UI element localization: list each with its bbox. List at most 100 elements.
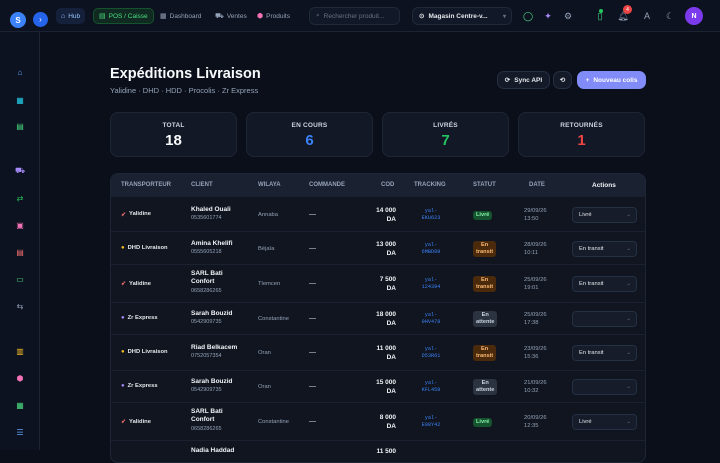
avatar[interactable]: N: [685, 7, 703, 25]
chevron-down-icon: ⌄: [626, 245, 631, 252]
nav-pos[interactable]: ▤ POS / Caisse: [93, 8, 154, 24]
status-select[interactable]: En transit ⌄: [572, 345, 637, 361]
date-time: 15:36: [524, 354, 539, 360]
client-name: Nadia Haddad: [191, 447, 235, 454]
wilaya: Tlemcen: [258, 281, 281, 287]
new-parcel-button[interactable]: + Nouveau colis: [577, 71, 646, 89]
nav-pos-label: POS / Caisse: [108, 12, 148, 20]
home-icon[interactable]: ⌂: [17, 67, 23, 77]
document-icon[interactable]: ▤: [16, 247, 24, 257]
status-select[interactable]: Livré ⌄: [572, 414, 637, 430]
book-icon[interactable]: ▥: [16, 346, 24, 356]
client-name: Amina Khelifi: [191, 239, 233, 247]
moon-icon[interactable]: ☾: [665, 10, 675, 21]
tracking-link[interactable]: yal- 0HV478: [416, 312, 446, 326]
register-icon[interactable]: ▤: [16, 121, 24, 131]
tracking-link[interactable]: yal- E98Y42: [416, 415, 446, 429]
cod-value: 7 500: [379, 276, 396, 283]
nav-produits[interactable]: ⬢ Produits: [252, 8, 295, 24]
status-select[interactable]: ⌄: [572, 311, 637, 327]
app-logo[interactable]: S: [10, 12, 26, 28]
refresh-button[interactable]: ⟲: [553, 71, 572, 89]
dashboard-icon[interactable]: ▦: [16, 95, 24, 105]
store-selector[interactable]: ⊙ Magasin Centre-v... ▾: [412, 7, 512, 25]
tracking-prefix: yal-: [424, 346, 438, 352]
client-phone: 0542909735: [191, 387, 222, 393]
date: 25/09/26 19:01: [524, 276, 547, 292]
table-row[interactable]: ● Zr Express Sarah Bouzid 0542909735 Oran — 15…: [111, 370, 645, 402]
nav-hub[interactable]: ⌂ Hub: [56, 8, 86, 24]
tracking-link[interactable]: yal- 124394: [416, 277, 446, 291]
translate-icon[interactable]: A: [643, 11, 650, 21]
status-select[interactable]: En transit ⌄: [572, 240, 637, 257]
box-icon[interactable]: ⬢: [16, 373, 24, 383]
tracking-link[interactable]: yal- KFL458: [416, 380, 446, 394]
client-name: Sarah Bouzid: [191, 310, 233, 317]
sync-api-button[interactable]: ⟳ Sync API: [497, 71, 550, 89]
exchange-icon[interactable]: ⇄: [16, 193, 24, 203]
table-row[interactable]: ● Zr Express Sarah Bouzid 0542909735 Constan…: [111, 302, 645, 334]
sparkle-icon[interactable]: ✦: [544, 10, 552, 21]
circle-icon: ●: [121, 315, 125, 321]
status-line1: En: [480, 277, 489, 283]
plus-icon: +: [585, 76, 590, 84]
tracking-code: 0HV478: [421, 319, 441, 325]
page-title: Expéditions Livraison: [110, 66, 261, 82]
cod-amount: 11 000 DA: [366, 344, 396, 362]
stat-label: TOTAL: [162, 122, 185, 129]
header-commande[interactable]: COMMANDE: [309, 182, 345, 188]
nav-dashboard[interactable]: ▦ Dashboard: [155, 8, 206, 24]
search-input[interactable]: ⌕ Rechercher produit...: [309, 7, 400, 25]
status-select-value: En transit: [579, 350, 604, 356]
nav-ventes[interactable]: ⛟ Ventes: [210, 8, 252, 24]
stat-label: EN COURS: [291, 122, 328, 129]
chat-icon[interactable]: ◯: [522, 10, 534, 21]
new-label: Nouveau colis: [593, 76, 638, 84]
table-row[interactable]: ➶ Yalidine SARL Bati Confort 0658286265 Tlemc…: [111, 264, 645, 302]
client-name-line1: SARL Bati: [191, 270, 223, 277]
status-select[interactable]: Livré ⌄: [572, 206, 637, 223]
tracking-link[interactable]: yal- EKU623: [416, 208, 446, 222]
tracking-link[interactable]: yal- 6MBD89: [416, 242, 446, 256]
expand-sidebar-button[interactable]: ›: [33, 12, 48, 27]
gear-icon[interactable]: ⚙: [563, 10, 573, 21]
tracking-link[interactable]: yal- D53R61: [416, 346, 446, 360]
date: 20/09/26 12:35: [524, 414, 547, 430]
table-row[interactable]: Nadia Haddad 11 500: [111, 440, 645, 462]
register-icon: ▤: [99, 13, 106, 20]
stat-value: 6: [305, 132, 314, 149]
clipboard-icon[interactable]: ▦: [16, 400, 24, 410]
status-select[interactable]: ⌄: [572, 379, 637, 395]
status-select-value: En transit: [579, 245, 604, 252]
cart-icon[interactable]: ⛟: [14, 166, 26, 175]
header-tracking[interactable]: TRACKING: [414, 182, 446, 188]
rocket-icon: ➶: [121, 211, 127, 218]
list-icon[interactable]: ☰: [16, 427, 24, 437]
table-row[interactable]: ➶ Yalidine Khaled Ouali 0535601774 Annaba — 14…: [111, 196, 645, 231]
header-cod[interactable]: COD: [381, 182, 395, 188]
stat-value: 1: [577, 132, 586, 149]
header-client[interactable]: CLIENT: [191, 182, 213, 188]
table-row[interactable]: ● DHD Livraison Riad Belkacem 0752057354 Ora…: [111, 334, 645, 370]
carrier-cell: ● Zr Express: [121, 383, 158, 389]
bag-icon[interactable]: ▣: [16, 220, 24, 230]
cod-amount: 14 000 DA: [366, 206, 396, 224]
status-line2: transit: [476, 284, 494, 290]
status-select[interactable]: En transit ⌄: [572, 276, 637, 292]
date: 28/09/26 10:11: [524, 241, 547, 257]
bell-icon[interactable]: 🔔︎: [617, 10, 629, 21]
table-row[interactable]: ● DHD Livraison Amina Khelifi 0555605218 Béj…: [111, 231, 645, 264]
header-date[interactable]: DATE: [529, 182, 545, 188]
header-wilaya[interactable]: WILAYA: [258, 182, 281, 188]
table-header: TRANSPORTEUR CLIENT WILAYA COMMANDE COD …: [111, 174, 645, 196]
date-day: 28/09/26: [524, 241, 547, 248]
phone-icon[interactable]: ▯: [597, 10, 603, 21]
header-transporteur[interactable]: TRANSPORTEUR: [121, 182, 172, 188]
card-icon[interactable]: ▭: [16, 274, 24, 284]
transfer-icon[interactable]: ⇆: [16, 301, 24, 311]
header-statut[interactable]: STATUT: [473, 182, 496, 188]
status-line1: En: [480, 346, 489, 352]
cod-value: 11 500: [376, 448, 396, 455]
cod-currency: DA: [386, 423, 396, 430]
table-row[interactable]: ➶ Yalidine SARL Bati Confort 0658286265 Const…: [111, 402, 645, 440]
